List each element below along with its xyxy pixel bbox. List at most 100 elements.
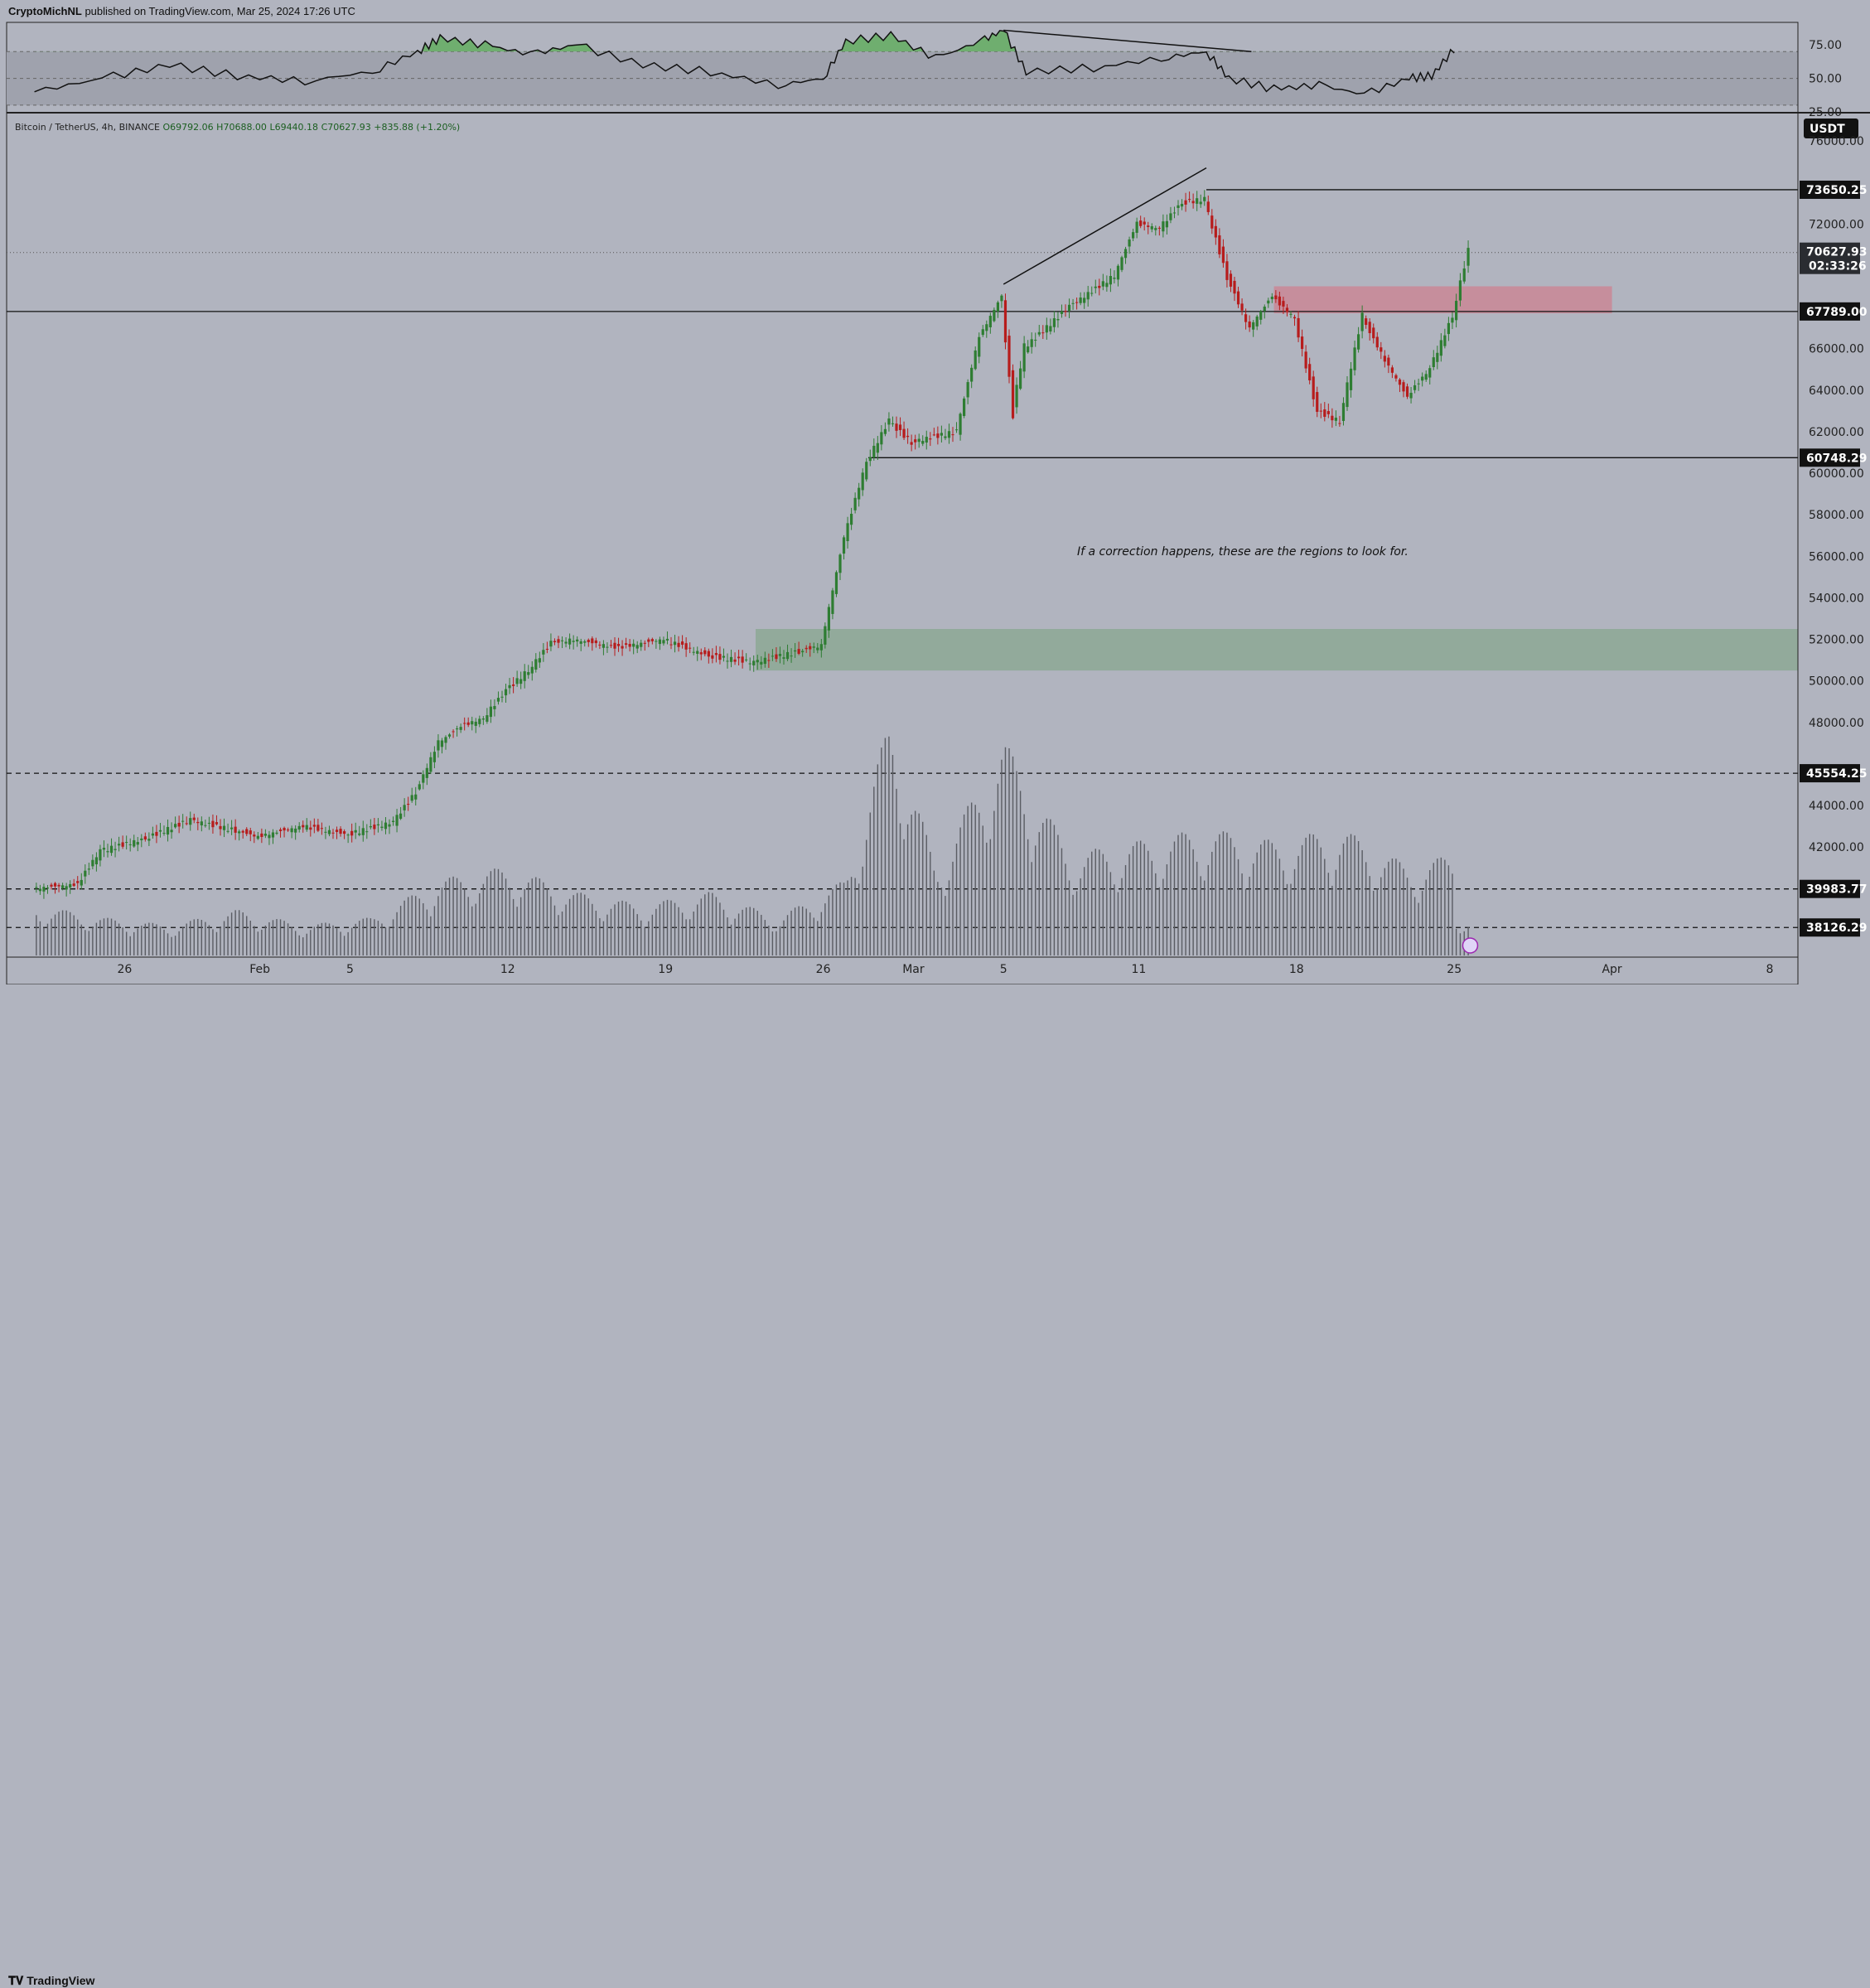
candle-body[interactable] [530,666,534,674]
candle-body[interactable] [181,820,185,822]
candle-body[interactable] [831,590,834,614]
candle-body[interactable] [456,728,459,730]
candle-body[interactable] [1225,261,1229,280]
candle-body[interactable] [410,795,413,801]
candle-body[interactable] [432,752,436,762]
candle-body[interactable] [689,647,692,649]
candle-body[interactable] [1184,200,1187,205]
candle-body[interactable] [1210,215,1214,229]
candle-body[interactable] [993,309,996,322]
support-zone[interactable] [756,629,1798,671]
candle-body[interactable] [591,638,594,644]
candle-body[interactable] [1439,340,1442,356]
candle-body[interactable] [598,644,602,646]
candle-body[interactable] [1052,318,1056,327]
candle-body[interactable] [609,645,613,646]
candle-body[interactable] [1278,296,1281,306]
candle-body[interactable] [1236,291,1240,305]
candle-body[interactable] [996,302,999,312]
candle-body[interactable] [1157,227,1161,229]
candle-body[interactable] [369,825,372,828]
candle-body[interactable] [1323,409,1326,417]
price-label-box[interactable] [1800,879,1860,898]
candle-body[interactable] [1252,322,1255,330]
candle-body[interactable] [102,848,106,850]
candle-body[interactable] [316,825,320,831]
candle-body[interactable] [699,652,703,655]
price-label-box[interactable] [1800,764,1860,783]
candle-body[interactable] [647,639,650,642]
candle-body[interactable] [858,487,861,500]
candle-body[interactable] [834,572,838,594]
candle-body[interactable] [625,643,628,646]
candle-body[interactable] [978,336,981,357]
candle-body[interactable] [320,828,323,830]
candle-body[interactable] [906,435,910,438]
candle-body[interactable] [921,441,925,444]
candle-body[interactable] [1037,331,1041,335]
candle-body[interactable] [954,429,959,431]
candle-body[interactable] [504,689,508,696]
candle-body[interactable] [350,830,354,836]
candle-body[interactable] [1390,367,1394,373]
candle-body[interactable] [474,721,477,726]
candle-body[interactable] [219,825,222,830]
candle-body[interactable] [696,651,699,654]
time-tick-label[interactable]: 12 [500,963,515,976]
candle-body[interactable] [1196,198,1199,204]
candle-body[interactable] [373,825,376,830]
candle-body[interactable] [57,884,60,887]
candle-body[interactable] [481,718,485,720]
candle-body[interactable] [1083,297,1086,303]
candle-body[interactable] [185,823,188,825]
author-name[interactable]: CryptoMichNL [8,5,82,17]
candle-body[interactable] [1316,392,1319,412]
price-tick-label[interactable]: 64000.00 [1809,385,1864,398]
candle-body[interactable] [752,660,756,665]
candle-body[interactable] [910,442,913,445]
candle-body[interactable] [816,647,819,651]
chart-annotation[interactable]: If a correction happens, these are the r… [1077,545,1409,559]
candle-body[interactable] [1451,317,1454,323]
candle-body[interactable] [1041,332,1045,334]
candle-body[interactable] [80,879,83,886]
candle-body[interactable] [1267,300,1270,304]
candle-body[interactable] [61,885,65,888]
candle-body[interactable] [809,646,812,650]
candle-body[interactable] [1455,301,1458,321]
candle-body[interactable] [640,642,643,647]
candle-body[interactable] [564,641,568,644]
candle-body[interactable] [444,737,447,743]
price-tick-label[interactable]: 48000.00 [1809,717,1864,730]
candle-body[interactable] [1019,368,1022,389]
tradingview-chart[interactable]: 75.00 50.00 25.00 If a correction happens,… [0,0,1870,984]
candle-body[interactable] [891,423,895,424]
candle-body[interactable] [707,651,710,657]
candle-body[interactable] [1293,317,1297,319]
candle-body[interactable] [72,883,75,886]
candle-body[interactable] [1394,375,1398,379]
price-label-text[interactable]: 67789.00 [1806,306,1868,319]
candle-body[interactable] [692,651,695,653]
candle-body[interactable] [170,830,173,833]
candle-body[interactable] [174,824,177,828]
candle-body[interactable] [587,640,590,642]
candle-body[interactable] [741,656,744,663]
price-tick-label[interactable]: 56000.00 [1809,550,1864,564]
candle-body[interactable] [613,642,616,649]
candle-body[interactable] [305,825,308,830]
candle-body[interactable] [594,640,597,644]
price-tick-label[interactable]: 42000.00 [1809,841,1864,854]
candle-body[interactable] [437,740,440,751]
candle-body[interactable] [898,424,902,431]
candle-body[interactable] [944,436,947,438]
candle-body[interactable] [354,830,357,833]
candle-body[interactable] [1229,273,1233,287]
price-tick-label[interactable]: 58000.00 [1809,509,1864,522]
candle-body[interactable] [1263,307,1266,312]
candle-body[interactable] [136,842,139,845]
candle-body[interactable] [1398,379,1402,385]
candle-body[interactable] [147,839,151,841]
time-tick-label[interactable]: 5 [346,963,354,976]
candle-body[interactable] [1334,418,1337,421]
